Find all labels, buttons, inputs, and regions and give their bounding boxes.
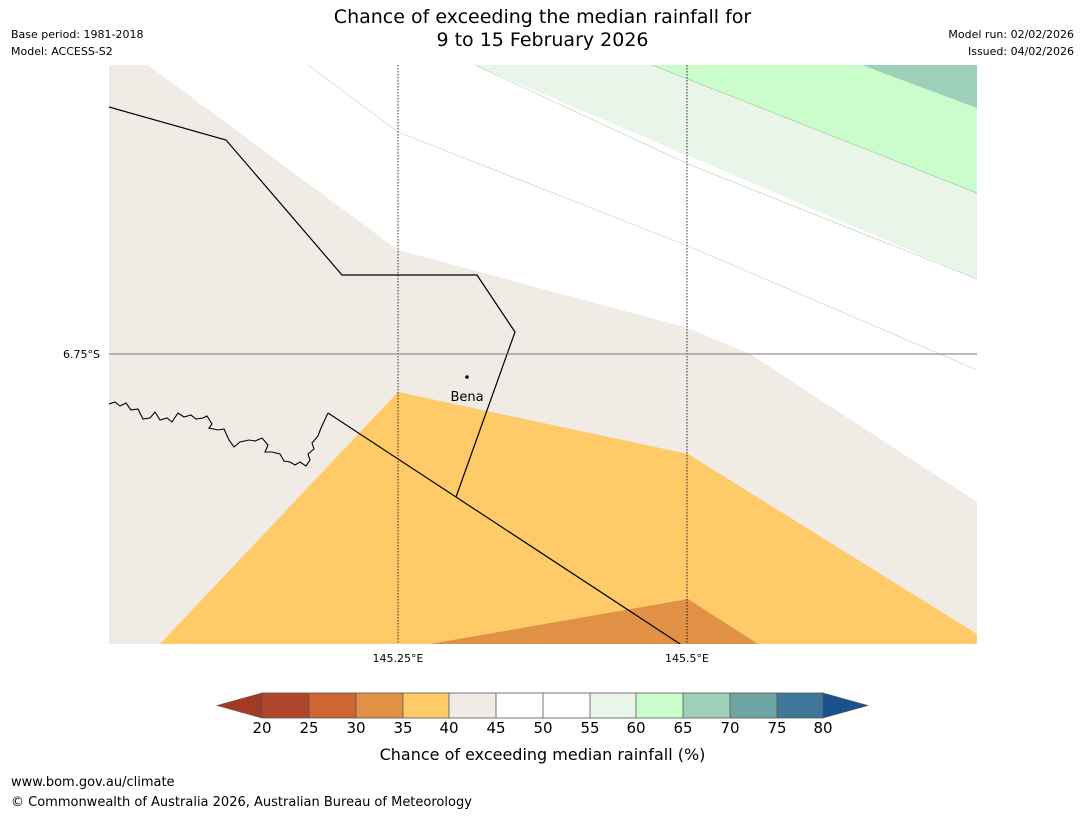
colorbar-tick: 35 [393,719,413,737]
colorbar-segment [262,693,309,718]
colorbar-tick: 50 [533,719,553,737]
issued-date: Issued: 04/02/2026 [967,45,1074,58]
colorbar-segment [590,693,636,718]
colorbar-caption: Chance of exceeding median rainfall (%) [379,745,706,764]
colorbar-segment [683,693,730,718]
colorbar-segments [262,693,823,718]
colorbar-tick: 75 [767,719,787,737]
colorbar-extend-low [215,692,263,719]
colorbar-dividers [308,693,778,718]
colorbar-tick: 70 [720,719,740,737]
colorbar-segment [730,693,777,718]
contour-line [307,65,977,371]
colorbar-frame [261,692,824,719]
title-line-2: 9 to 15 February 2026 [436,29,649,51]
town-label-bena: Bena [450,390,483,405]
colorbar-tick: 65 [673,719,693,737]
region-65-70 [862,65,977,108]
province-boundary [327,412,681,644]
province-boundary [109,106,516,498]
region-30-35 [430,599,758,644]
region-35-40 [160,392,977,644]
longitude-label-145-25: 145.25°E [373,652,424,665]
model-run: Model run: 02/02/2026 [948,28,1074,41]
colorbar-tick: 30 [346,719,366,737]
colorbar-segment [636,693,683,718]
coastline [109,401,329,467]
colorbar-segment [449,693,496,718]
contour-line [474,65,977,280]
model-name: Model: ACCESS-S2 [11,45,113,58]
colorbar-segment [777,693,823,718]
colorbar-segment [309,693,356,718]
colorbar-tick: 45 [486,719,506,737]
footer-copyright: © Commonwealth of Australia 2026, Austra… [11,795,472,810]
colorbar-tick: 25 [299,719,319,737]
contour-line [651,65,977,194]
longitude-label-145-5: 145.5°E [665,652,709,665]
colorbar-tick: 60 [626,719,646,737]
colorbar-tick: 20 [252,719,272,737]
colorbar-tick: 80 [813,719,833,737]
colorbar-segment [356,693,403,718]
colorbar-segment [543,693,590,718]
colorbar-extend-high [822,692,870,719]
chart-title: Chance of exceeding the median rainfall … [0,6,1085,52]
colorbar-tick: 55 [580,719,600,737]
colorbar-segment [496,693,543,718]
title-line-1: Chance of exceeding the median rainfall … [333,6,752,28]
colorbar-tick: 40 [439,719,459,737]
town-marker-bena [465,375,469,379]
footer-url[interactable]: www.bom.gov.au/climate [11,775,175,790]
colorbar-segment [403,693,449,718]
latitude-label: 6.75°S [63,348,100,361]
base-period: Base period: 1981-2018 [11,28,144,41]
